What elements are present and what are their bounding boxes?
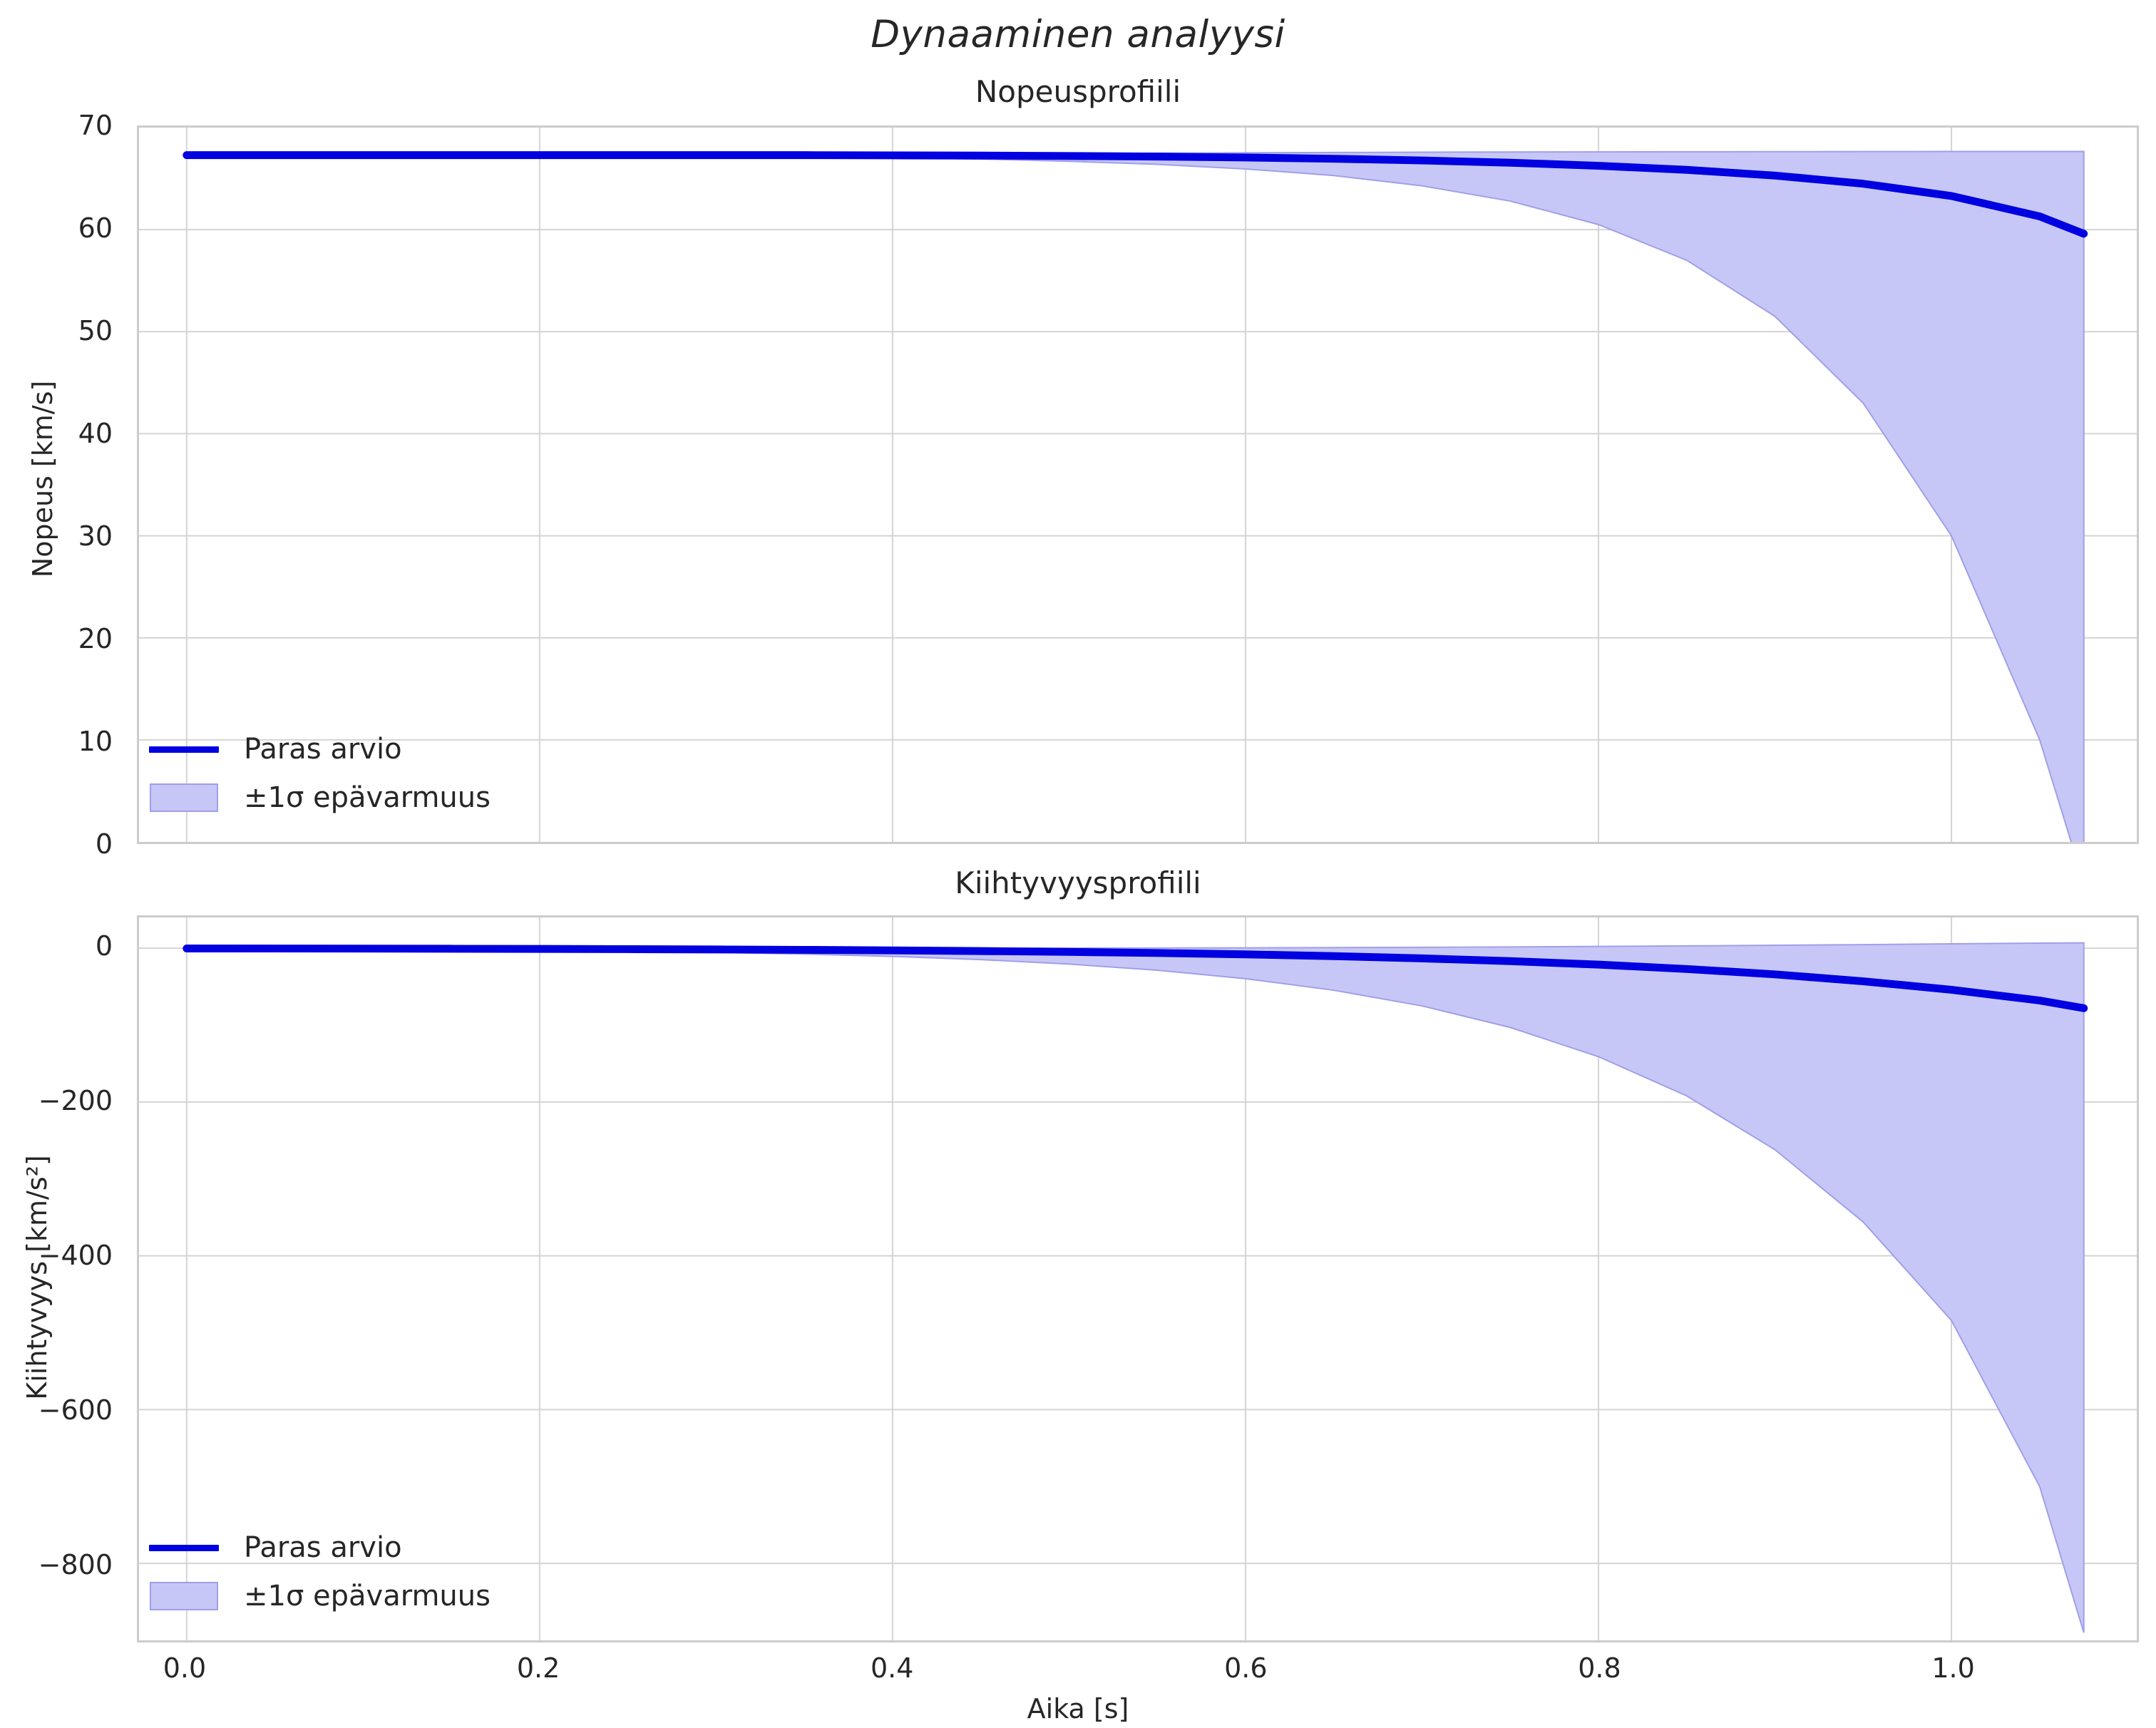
axes-acceleration xyxy=(137,915,2139,1642)
axes-velocity xyxy=(137,125,2139,844)
ytick-label: 60 xyxy=(78,212,113,244)
legend-label-uncertainty: ±1σ epävarmuus xyxy=(244,1580,491,1613)
legend-acceleration: Paras arvio ±1σ epävarmuus xyxy=(148,1531,491,1613)
legend-label-best-estimate: Paras arvio xyxy=(244,733,402,766)
ytick-label: −200 xyxy=(38,1085,113,1117)
subplot-title-acceleration: Kiihtyvyysprofiili xyxy=(955,865,1201,900)
legend-velocity: Paras arvio ±1σ epävarmuus xyxy=(148,733,491,814)
xtick-label: 0.6 xyxy=(1224,1652,1268,1684)
ytick-label: 0 xyxy=(95,828,113,860)
subplot-title-velocity: Nopeusprofiili xyxy=(975,74,1181,109)
ytick-label: 30 xyxy=(78,520,113,552)
ytick-labels-velocity: 0 10 20 30 40 50 60 70 xyxy=(7,110,128,860)
ylabel-acceleration: Kiihtyvyys [km/s²] xyxy=(21,1155,53,1400)
xtick-label: 0.0 xyxy=(163,1652,207,1684)
ytick-label: −600 xyxy=(38,1394,113,1426)
xtick-label: 0.8 xyxy=(1578,1652,1621,1684)
ytick-label: 50 xyxy=(78,315,113,346)
ytick-label: 20 xyxy=(78,623,113,654)
ytick-label: 40 xyxy=(78,418,113,449)
legend-patch-swatch-icon xyxy=(148,783,220,812)
ytick-label: 70 xyxy=(78,110,113,141)
velocity-plot-canvas xyxy=(139,128,2137,842)
legend-label-uncertainty: ±1σ epävarmuus xyxy=(244,781,491,814)
legend-entry-best-estimate: Paras arvio xyxy=(148,733,491,766)
legend-patch-swatch-icon xyxy=(148,1582,220,1610)
ytick-labels-acceleration: 0 −200 −400 −600 −800 xyxy=(7,915,128,1642)
acceleration-plot-canvas xyxy=(139,917,2137,1640)
ytick-label: −400 xyxy=(38,1240,113,1272)
legend-entry-uncertainty: ±1σ epävarmuus xyxy=(148,1580,491,1613)
xtick-label: 0.4 xyxy=(870,1652,914,1684)
ytick-label: −800 xyxy=(38,1549,113,1581)
legend-entry-best-estimate: Paras arvio xyxy=(148,1531,491,1564)
ytick-label: 10 xyxy=(78,726,113,757)
xlabel-time: Aika [s] xyxy=(1027,1693,1129,1724)
ytick-label: 0 xyxy=(95,930,113,962)
legend-line-swatch-icon xyxy=(148,1544,220,1551)
ylabel-velocity: Nopeus [km/s] xyxy=(27,380,58,578)
xtick-label: 0.2 xyxy=(516,1652,560,1684)
legend-label-best-estimate: Paras arvio xyxy=(244,1531,402,1564)
xtick-label: 1.0 xyxy=(1931,1652,1975,1684)
figure-suptitle: Dynaaminen analyysi xyxy=(871,13,1285,56)
legend-entry-uncertainty: ±1σ epävarmuus xyxy=(148,781,491,814)
legend-line-swatch-icon xyxy=(148,746,220,753)
